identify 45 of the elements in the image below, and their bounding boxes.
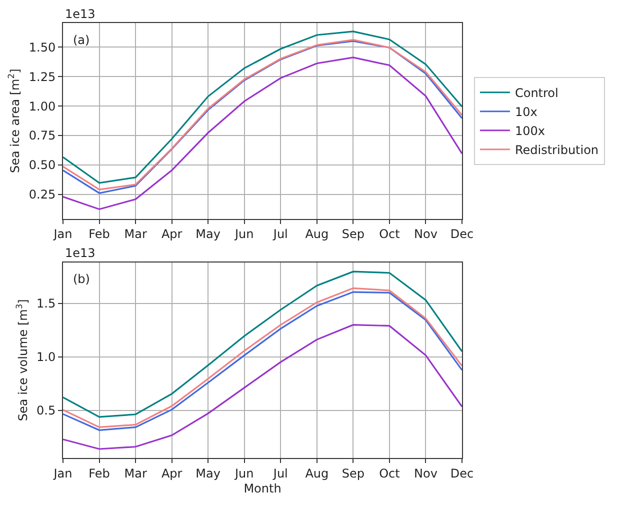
x-tick-label: May [196,227,220,242]
x-tick-label: Jan [52,466,72,480]
line-series [63,56,462,210]
line-series [63,270,462,418]
x-tick-label: Jan [52,227,72,242]
x-tick-label: Jul [272,466,288,480]
text: 1e13 [65,246,96,260]
y-tick-label: 0.50 [28,158,56,172]
x-tick-label: Jun [234,227,254,242]
x-tick-label: Sep [342,227,364,242]
y-tick-label: 1.0 [36,350,56,364]
legend-label: 10x [514,105,538,120]
line-series [63,324,462,450]
x-tick-label: Dec [450,466,474,480]
y-tick-label: 1.5 [36,296,56,311]
x-tick-label: Jun [234,466,254,480]
x-tick-label: Dec [450,227,474,242]
y-tick-label: 1.00 [28,99,56,114]
x-tick-label: Apr [161,466,182,480]
y-tick-label: 0.5 [36,404,56,418]
x-tick-label: Apr [161,227,182,242]
x-tick-label: Mar [124,227,147,242]
x-tick-label: Nov [414,227,438,242]
annotation: (b) [73,272,90,286]
legend-label: Redistribution [514,143,599,158]
x-tick-label: Feb [88,227,110,242]
x-tick-label: Nov [414,466,438,480]
x-tick-label: Aug [305,227,329,242]
y-tick-label: 0.75 [28,128,56,143]
x-tick-label: May [196,466,220,480]
x-tick-label: Jul [272,227,288,242]
x-tick-label: Sep [342,466,364,480]
x-tick-label: Mar [124,466,147,480]
x-tick-label: Oct [379,466,400,480]
x-axis-title: Month [244,481,282,496]
y-tick-label: 1.50 [28,40,56,54]
y-tick-label: 0.25 [28,187,56,202]
annotation: (a) [73,33,90,47]
legend-label: 100x [514,124,545,138]
legend-label: Control [514,86,558,100]
x-tick-label: Aug [305,466,329,480]
x-tick-label: Feb [88,466,110,480]
y-tick-label: 1.25 [28,70,56,84]
text: 1e13 [65,7,96,21]
x-tick-label: Oct [379,227,400,242]
